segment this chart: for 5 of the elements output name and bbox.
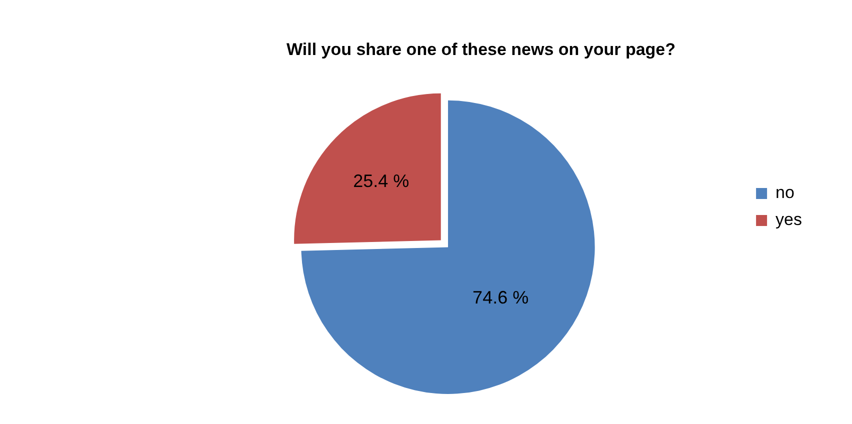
chart-title: Will you share one of these news on your page?	[286, 40, 676, 59]
legend-label: yes	[776, 210, 802, 230]
data-label: 25.4 %	[353, 170, 410, 191]
data-label: 74.6 %	[472, 287, 529, 308]
legend-label: no	[776, 183, 794, 202]
